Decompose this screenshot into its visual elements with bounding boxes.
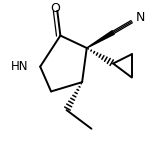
Text: HN: HN — [11, 60, 29, 73]
Text: N: N — [136, 11, 145, 24]
Polygon shape — [87, 31, 114, 48]
Text: O: O — [50, 2, 60, 15]
